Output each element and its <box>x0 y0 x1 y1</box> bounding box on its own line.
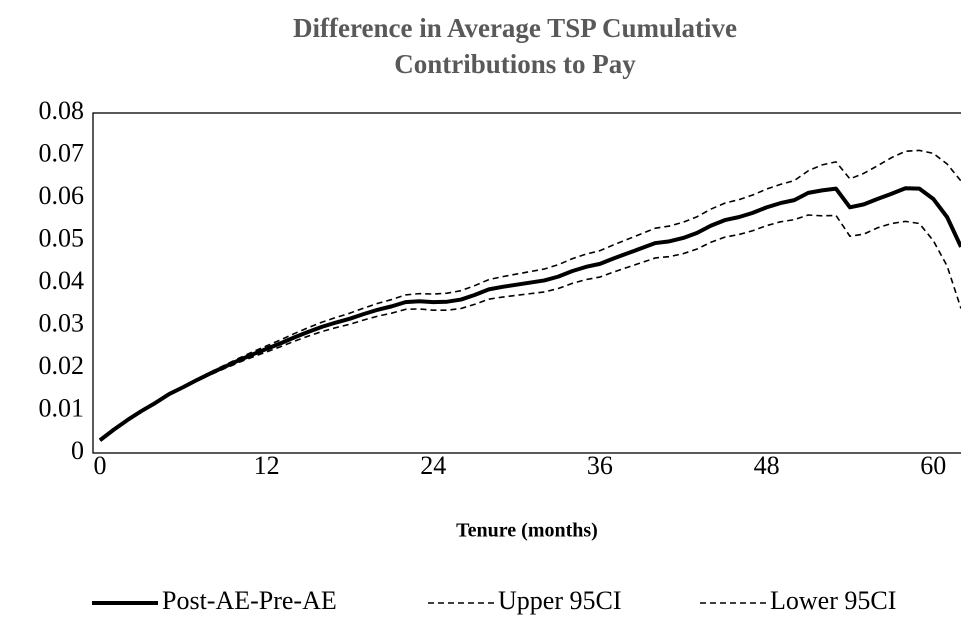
x-tick-label: 24 <box>420 451 446 480</box>
y-tick-label: 0 <box>71 436 84 465</box>
x-tick-label: 0 <box>93 451 106 480</box>
lines <box>98 149 961 442</box>
y-tick-label: 0.01 <box>39 393 85 422</box>
y-tick-label: 0.04 <box>39 266 85 295</box>
y-tick-label: 0.06 <box>39 181 85 210</box>
y-tick-label: 0.08 <box>39 96 85 125</box>
plot-frame <box>92 112 961 454</box>
series-line <box>99 149 961 441</box>
series-line <box>99 214 961 441</box>
legend-label: Upper 95CI <box>498 586 621 615</box>
y-tick-label: 0.05 <box>39 223 85 252</box>
x-tick-label: 60 <box>920 451 946 480</box>
x-tick-label: 12 <box>254 451 280 480</box>
x-tick-label: 36 <box>587 451 613 480</box>
x-tick-label: 48 <box>754 451 780 480</box>
chart-title: Difference in Average TSP Cumulative Con… <box>293 13 737 79</box>
legend-label: Lower 95CI <box>770 586 896 615</box>
y-tick-label: 0.07 <box>39 138 85 167</box>
series-line <box>98 186 961 442</box>
y-tick-label: 0.02 <box>39 351 85 380</box>
x-axis-label: Tenure (months) <box>456 520 598 542</box>
y-tick-label: 0.03 <box>39 308 85 337</box>
legend-label: Post-AE-Pre-AE <box>162 586 337 615</box>
